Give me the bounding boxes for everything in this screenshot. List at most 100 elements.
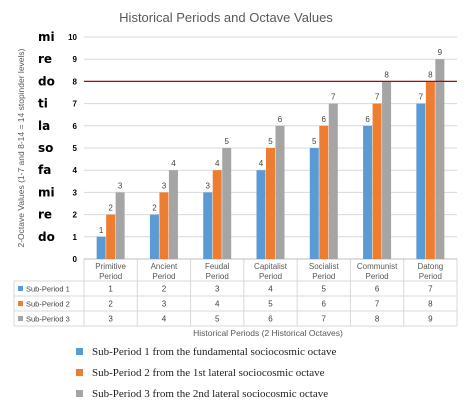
data-label: 4 bbox=[215, 159, 220, 168]
table-row-label: Sub-Period 3 bbox=[26, 315, 70, 324]
chart-title: Historical Periods and Octave Values bbox=[119, 10, 333, 25]
legend-key bbox=[76, 348, 83, 355]
data-label: 5 bbox=[224, 137, 229, 146]
data-label: 2 bbox=[152, 204, 157, 213]
legend-key bbox=[76, 369, 83, 376]
table-legend-key bbox=[18, 301, 23, 306]
y-tick-label: 1 bbox=[73, 233, 78, 242]
bar bbox=[363, 125, 373, 259]
bar bbox=[96, 236, 106, 259]
category-label: Socialist bbox=[309, 262, 340, 271]
category-label: Ancient bbox=[151, 262, 178, 271]
solfege-label: mi bbox=[38, 30, 55, 44]
table-cell: 5 bbox=[322, 285, 327, 294]
y-tick-label: 4 bbox=[73, 166, 78, 175]
bar bbox=[319, 125, 329, 259]
category-label: Feudal bbox=[205, 262, 230, 271]
y-axis-label: 2-Octave Values (1-7 and 8-14 = 14 stopi… bbox=[16, 48, 26, 247]
data-label: 9 bbox=[438, 48, 443, 57]
solfege-label: mi bbox=[38, 185, 55, 199]
data-label: 5 bbox=[268, 137, 273, 146]
table-cell: 9 bbox=[428, 315, 433, 324]
solfege-label: do bbox=[38, 230, 55, 244]
table-cell: 8 bbox=[375, 315, 380, 324]
table-cell: 6 bbox=[268, 315, 273, 324]
legend-key bbox=[76, 390, 83, 397]
category-label: Period bbox=[152, 272, 175, 281]
bar bbox=[266, 148, 275, 259]
data-label: 6 bbox=[365, 115, 370, 124]
data-label: 5 bbox=[312, 137, 317, 146]
bar bbox=[309, 148, 319, 259]
data-label: 7 bbox=[419, 93, 424, 102]
table-cell: 1 bbox=[108, 285, 113, 294]
category-label: Period bbox=[419, 272, 442, 281]
table-row-label: Sub-Period 2 bbox=[26, 300, 70, 309]
table-legend-key bbox=[18, 286, 23, 291]
data-label: 4 bbox=[259, 159, 264, 168]
y-tick-label: 2 bbox=[73, 211, 78, 220]
category-label: Period bbox=[312, 272, 335, 281]
data-label: 6 bbox=[278, 115, 283, 124]
data-label: 8 bbox=[428, 70, 433, 79]
category-label: Period bbox=[259, 272, 282, 281]
solfege-label: so bbox=[38, 141, 53, 155]
legend: Sub-Period 1 from the fundamental socioc… bbox=[76, 346, 336, 400]
bar bbox=[212, 170, 222, 259]
data-label: 7 bbox=[375, 93, 380, 102]
bar bbox=[435, 59, 445, 260]
table-cell: 6 bbox=[375, 285, 380, 294]
solfege-label: re bbox=[38, 52, 52, 66]
data-label: 4 bbox=[171, 159, 176, 168]
bar bbox=[372, 103, 382, 259]
bar bbox=[328, 103, 338, 259]
bar bbox=[382, 81, 392, 260]
solfege-label: ti bbox=[38, 97, 48, 111]
bar bbox=[256, 170, 266, 259]
data-label: 7 bbox=[331, 93, 336, 102]
bar bbox=[275, 125, 285, 259]
table-cell: 4 bbox=[215, 300, 220, 309]
solfege-label: do bbox=[38, 74, 55, 88]
y-tick-label: 3 bbox=[73, 188, 78, 197]
y-tick-label: 5 bbox=[73, 144, 78, 153]
category-label: Communist bbox=[357, 262, 398, 271]
bar bbox=[168, 170, 178, 259]
y-tick-labels: 0 1 2 3 4 5 6 7 8 9 10 bbox=[68, 33, 77, 264]
data-label: 1 bbox=[99, 226, 104, 235]
category-label: Period bbox=[206, 272, 229, 281]
x-axis-label: Historical Periods (2 Historical Octaves… bbox=[193, 328, 343, 338]
y-tick-label: 8 bbox=[73, 77, 78, 86]
table-cell: 3 bbox=[108, 315, 113, 324]
solfege-label: fa bbox=[38, 163, 51, 177]
table-cell: 4 bbox=[268, 285, 273, 294]
table-cell: 6 bbox=[322, 300, 327, 309]
table-row-label: Sub-Period 1 bbox=[26, 285, 70, 294]
table-legend-key bbox=[18, 316, 23, 321]
bar bbox=[159, 192, 169, 259]
category-label: Datong bbox=[417, 262, 443, 271]
table-cell: 5 bbox=[215, 315, 220, 324]
legend-entry: Sub-Period 2 from the 1st lateral socioc… bbox=[92, 367, 325, 379]
data-label: 6 bbox=[322, 115, 327, 124]
data-label: 3 bbox=[118, 181, 123, 190]
table-cell: 5 bbox=[268, 300, 273, 309]
table-cell: 4 bbox=[162, 315, 167, 324]
category-label: Primitive bbox=[95, 262, 126, 271]
table-cell: 3 bbox=[162, 300, 167, 309]
data-label: 3 bbox=[205, 181, 210, 190]
bar bbox=[416, 103, 426, 259]
data-labels: 1 2 3 2 3 4 3 4 5 4 5 6 5 6 7 6 7 8 7 8 9 bbox=[99, 48, 443, 235]
y-tick-label: 9 bbox=[73, 55, 78, 64]
category-label: Period bbox=[99, 272, 122, 281]
table-cell: 7 bbox=[375, 300, 380, 309]
category-label: Period bbox=[366, 272, 389, 281]
data-label: 8 bbox=[384, 70, 389, 79]
bar bbox=[203, 192, 213, 259]
y-tick-label: 0 bbox=[73, 255, 78, 264]
table-cell: 2 bbox=[108, 300, 113, 309]
solfege-label: re bbox=[38, 208, 52, 222]
table-cell: 7 bbox=[322, 315, 327, 324]
bar bbox=[115, 192, 125, 259]
y-tick-label: 6 bbox=[73, 122, 78, 131]
